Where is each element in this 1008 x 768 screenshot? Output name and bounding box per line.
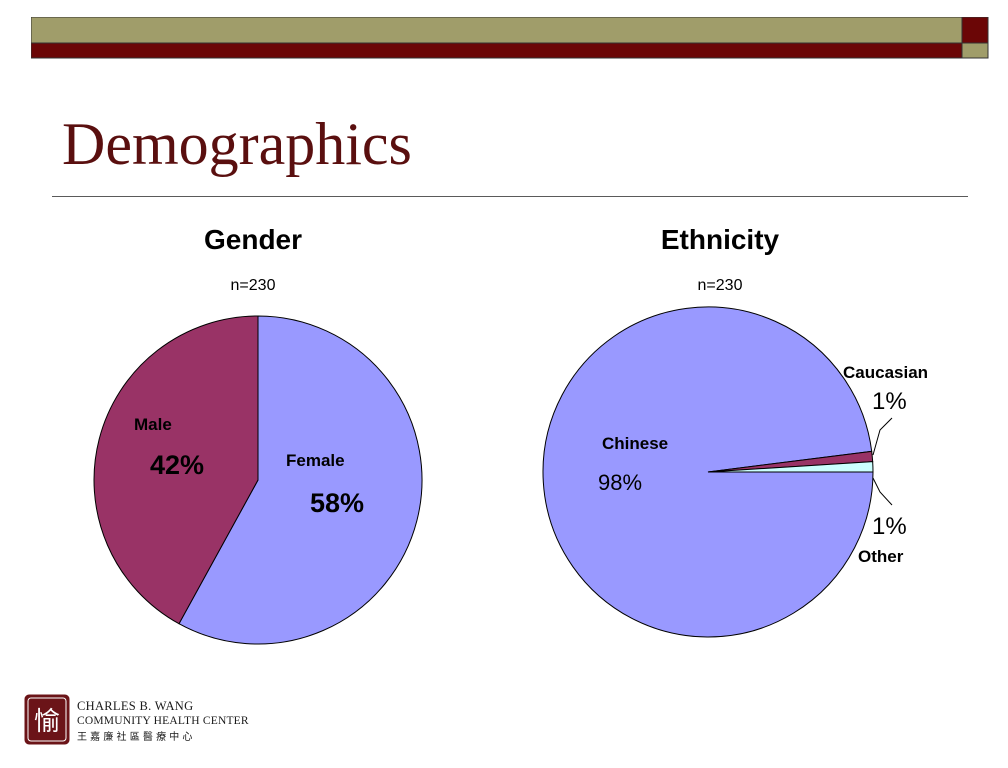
leader-line-other [872, 477, 893, 506]
pie-label-chinese: Chinese [602, 434, 668, 453]
pie-value-male: 42% [150, 450, 204, 480]
leader-line-caucasian [872, 417, 893, 456]
pie-label-other: Other [858, 547, 904, 566]
logo-name-line2: COMMUNITY HEALTH CENTER [77, 715, 249, 727]
pie-value-female: 58% [310, 488, 364, 518]
gender-chart-title: Gender [203, 224, 303, 255]
ethnicity-chart-title: Ethnicity [660, 224, 780, 255]
title-divider [52, 196, 968, 197]
header-bar [31, 17, 989, 59]
pie-slice-other [707, 461, 874, 473]
pie-value-chinese: 98% [598, 470, 642, 495]
pie-label-caucasian: Caucasian [843, 363, 928, 382]
ethnicity-chart-subtitle: n=230 [697, 277, 743, 294]
pie-value-other: 1% [872, 513, 907, 540]
pie-label-male: Male [134, 415, 172, 434]
pie-value-caucasian: 1% [872, 388, 907, 415]
logo-glyph: 愉 [34, 707, 60, 737]
pie-slice-chinese [542, 306, 874, 638]
gender-chart-subtitle: n=230 [230, 277, 276, 294]
pie-slice-male [93, 315, 259, 625]
gender-pie [93, 315, 423, 645]
slide-title: Demographics [62, 111, 412, 177]
logo-chinese-name: 王 嘉 廉 社 區 醫 療 中 心 [77, 730, 192, 743]
pie-slice-female [178, 315, 423, 645]
pie-label-female: Female [286, 451, 345, 470]
organization-logo: 愉 CHARLES B. WANG COMMUNITY HEALTH CENTE… [24, 694, 249, 745]
ethnicity-pie [542, 306, 874, 638]
logo-name-line1: CHARLES B. WANG [77, 699, 193, 713]
